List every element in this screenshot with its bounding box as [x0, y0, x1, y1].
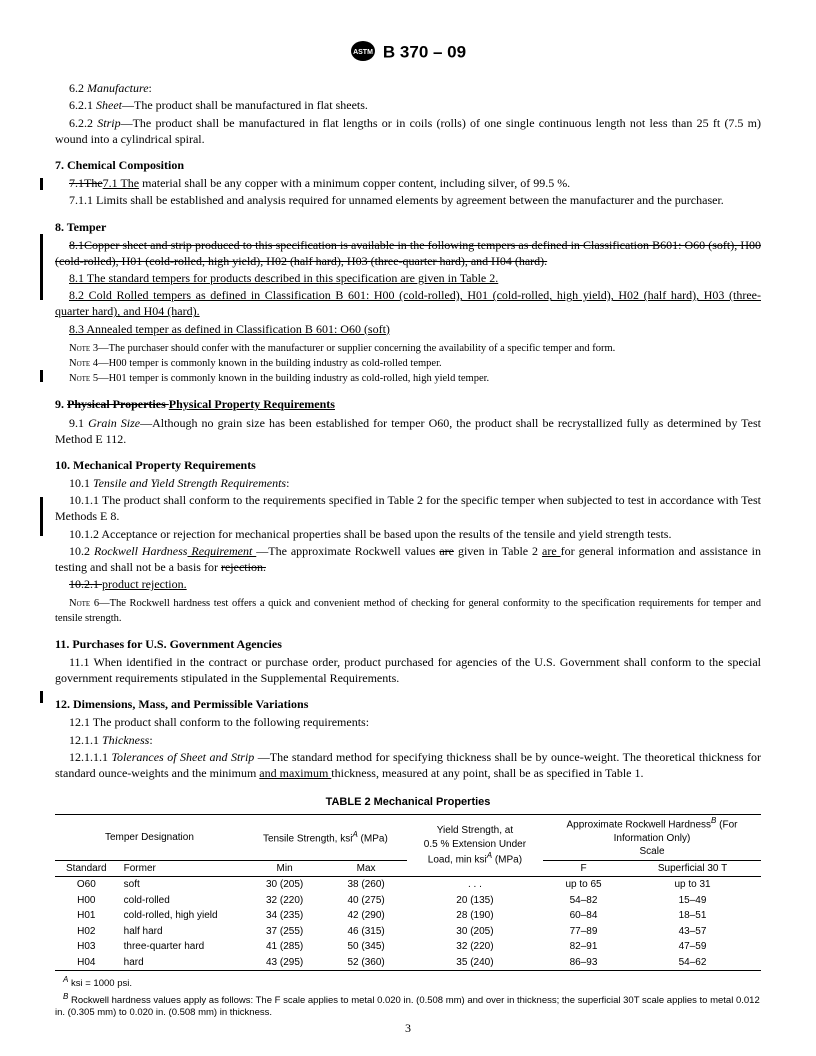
change-bar — [40, 497, 43, 536]
th-rockwell: Approximate Rockwell HardnessB (ForInfor… — [543, 815, 761, 861]
para-10-2-1: 10.2.1 product rejection. — [55, 576, 761, 592]
para-8-3: 8.3 Annealed temper as defined in Classi… — [55, 321, 761, 337]
para-11-1: 11.1 When identified in the contract or … — [55, 654, 761, 686]
th-yield: Yield Strength, at0.5 % Extension UnderL… — [407, 815, 543, 877]
page-header: ASTM B 370 – 09 — [55, 40, 761, 66]
change-bar — [40, 370, 43, 382]
para-6-2-1: 6.2.1 Sheet—The product shall be manufac… — [55, 97, 761, 113]
heading-11: 11. Purchases for U.S. Government Agenci… — [55, 636, 761, 652]
para-10-2: 10.2 Rockwell Hardness Requirement —The … — [55, 543, 761, 575]
page-number: 3 — [0, 1020, 816, 1036]
table-row: O60soft30 (205)38 (260). . .up to 65up t… — [55, 877, 761, 893]
note-5: Note 5—H01 temper is commonly known in t… — [55, 372, 761, 386]
para-10-1: 10.1 Tensile and Yield Strength Requirem… — [55, 475, 761, 491]
th-f: F — [543, 860, 624, 877]
th-former: Former — [118, 860, 244, 877]
astm-logo: ASTM — [350, 40, 376, 66]
para-12-1: 12.1 The product shall conform to the fo… — [55, 714, 761, 730]
para-7-1: 7.1The7.1 The material shall be any copp… — [55, 175, 761, 191]
th-standard: Standard — [55, 860, 118, 877]
th-temper: Temper Designation — [55, 815, 244, 861]
table-row: H01cold-rolled, high yield34 (235)42 (29… — [55, 908, 761, 924]
designation: B 370 – 09 — [383, 43, 466, 62]
para-10-1-1: 10.1.1 The product shall conform to the … — [55, 492, 761, 524]
para-8-2: 8.2 Cold Rolled tempers as defined in Cl… — [55, 287, 761, 319]
th-tensile: Tensile Strength, ksiA (MPa) — [244, 815, 407, 861]
change-bar — [40, 234, 43, 300]
para-9-1: 9.1 Grain Size—Although no grain size ha… — [55, 415, 761, 447]
svg-text:ASTM: ASTM — [353, 49, 373, 56]
change-bar — [40, 178, 43, 190]
heading-8: 8. Temper — [55, 219, 761, 235]
table2-footnotes: A ksi = 1000 psi. B Rockwell hardness va… — [55, 975, 761, 1019]
note-3: Note 3—The purchaser should confer with … — [55, 342, 761, 356]
para-7-1-1: 7.1.1 Limits shall be established and an… — [55, 192, 761, 208]
note-4: Note 4—H00 temper is commonly known in t… — [55, 357, 761, 371]
heading-12: 12. Dimensions, Mass, and Permissible Va… — [55, 696, 761, 712]
table-row: H04hard43 (295)52 (360)35 (240)86–9354–6… — [55, 955, 761, 971]
para-6-2-2: 6.2.2 Strip—The product shall be manufac… — [55, 115, 761, 147]
heading-9: 9. Physical Properties Physical Property… — [55, 396, 761, 412]
change-bar — [40, 691, 43, 703]
th-max: Max — [325, 860, 407, 877]
th-min: Min — [244, 860, 326, 877]
para-6-2: 6.2 Manufacture: — [55, 80, 761, 96]
para-12-1-1-1: 12.1.1.1 Tolerances of Sheet and Strip —… — [55, 749, 761, 781]
footnote-b: B Rockwell hardness values apply as foll… — [55, 992, 761, 1020]
table-row: H03three-quarter hard41 (285)50 (345)32 … — [55, 939, 761, 955]
table-row: H00cold-rolled32 (220)40 (275)20 (135)54… — [55, 893, 761, 909]
footnote-a: A ksi = 1000 psi. — [55, 975, 761, 991]
th-s30t: Superficial 30 T — [624, 860, 761, 877]
table2: Temper Designation Tensile Strength, ksi… — [55, 814, 761, 971]
para-10-1-2: 10.1.2 Acceptance or rejection for mecha… — [55, 526, 761, 542]
para-8-old: 8.1Copper sheet and strip produced to th… — [55, 237, 761, 269]
note-6: Note 6—The Rockwell hardness test offers… — [55, 597, 761, 625]
para-8-1: 8.1 The standard tempers for products de… — [55, 270, 761, 286]
para-12-1-1: 12.1.1 Thickness: — [55, 732, 761, 748]
heading-10: 10. Mechanical Property Requirements — [55, 457, 761, 473]
table2-title: TABLE 2 Mechanical Properties — [55, 795, 761, 810]
heading-7: 7. Chemical Composition — [55, 157, 761, 173]
table-row: H02half hard37 (255)46 (315)30 (205)77–8… — [55, 924, 761, 940]
